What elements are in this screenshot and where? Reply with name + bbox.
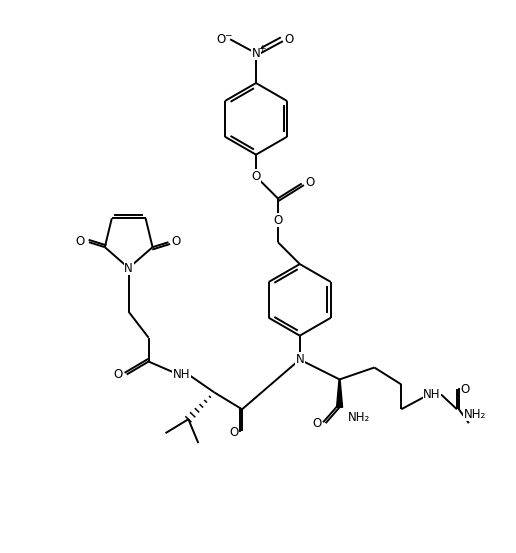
Text: O: O — [284, 33, 294, 46]
Text: +: + — [258, 44, 266, 53]
Text: NH: NH — [173, 368, 190, 381]
Text: N: N — [295, 353, 304, 366]
Text: N: N — [252, 46, 261, 60]
Text: O: O — [251, 170, 261, 183]
Text: O: O — [75, 234, 85, 248]
Text: O: O — [217, 33, 226, 46]
Text: O: O — [460, 383, 470, 396]
Polygon shape — [336, 379, 343, 408]
Text: O: O — [273, 214, 283, 227]
Text: −: − — [224, 30, 232, 39]
Text: O: O — [312, 417, 321, 430]
Text: NH: NH — [423, 388, 441, 401]
Text: O: O — [230, 426, 239, 439]
Text: O: O — [113, 368, 122, 381]
Text: O: O — [305, 176, 314, 189]
Text: NH₂: NH₂ — [464, 408, 486, 421]
Text: O: O — [172, 234, 181, 248]
Text: NH₂: NH₂ — [348, 411, 370, 424]
Text: N: N — [124, 262, 133, 274]
